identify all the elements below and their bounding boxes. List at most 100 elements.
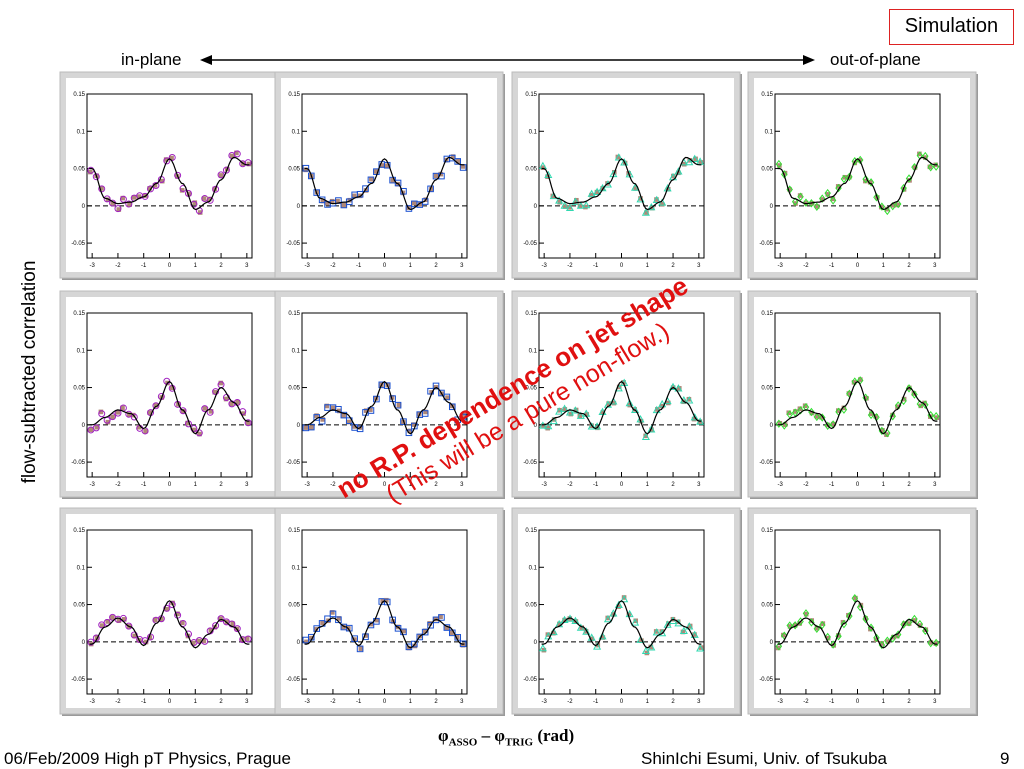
data-point [222,166,230,174]
data-point-secondary [417,201,423,207]
data-point-secondary [246,161,252,167]
data-point-secondary [105,419,111,425]
y-tick-label: 0 [82,204,86,210]
data-point-secondary [115,409,121,415]
data-point-secondary [460,164,466,169]
data-point-secondary [208,627,214,633]
data-point-secondary [836,408,841,413]
data-point-secondary [644,650,650,656]
data-point [829,196,837,205]
x-tick-label: 2 [219,263,223,269]
data-point-secondary [389,395,395,400]
data-point [658,628,667,637]
data-point-secondary [235,399,240,405]
data-point [394,625,402,632]
data-point-secondary [589,192,594,198]
data-point-secondary [803,611,809,617]
data-point [125,200,133,208]
x-tick-label: 0 [168,263,172,269]
data-point [641,208,650,216]
data-point [201,405,209,413]
data-point-secondary [180,620,185,625]
data-point [603,614,612,623]
x-tick-label: -1 [356,699,362,705]
data-point-secondary [136,424,142,430]
data-point [663,184,672,192]
x-tick-label: 3 [460,263,464,269]
y-tick-label: -0.05 [71,241,85,247]
data-point-secondary [541,423,546,428]
x-tick-label: -3 [541,263,547,269]
data-point [582,200,591,209]
data-point [862,614,869,624]
y-tick-label: 0.05 [761,386,773,392]
data-point-secondary [654,197,659,202]
data-point-secondary [775,645,781,651]
x-tick-label: 1 [409,699,413,705]
data-point [867,178,875,187]
y-tick-label: 0.15 [761,528,773,534]
data-point-secondary [809,410,815,416]
data-point-secondary [314,189,320,195]
data-point-secondary [94,424,100,430]
data-point-secondary [545,425,551,431]
fit-curve [89,156,250,211]
y-tick-label: 0 [297,204,301,210]
data-point-secondary [802,403,808,409]
data-point-secondary [368,176,374,182]
data-point [92,424,100,432]
data-point-secondary [863,178,868,184]
y-tick-label: 0.15 [525,311,537,317]
data-point-secondary [687,623,693,629]
panel-canvas [66,78,282,272]
data-point [389,616,396,624]
data-point [421,410,429,417]
y-tick-label: 0.15 [73,92,85,98]
data-point-secondary [562,204,568,209]
data-point-secondary [175,611,180,617]
data-point-secondary [567,205,572,210]
data-point [98,410,106,418]
x-tick-label: 2 [671,263,675,269]
data-point [163,604,171,612]
data-point-secondary [461,412,467,418]
x-tick-label: -1 [593,699,599,705]
data-point-secondary [653,629,659,634]
data-point-secondary [341,624,346,630]
data-point-secondary [557,407,562,413]
y-tick-label: 0.15 [525,528,537,534]
data-point-secondary [423,628,428,634]
x-tick-label: 0 [856,482,860,488]
data-point-secondary [551,630,556,636]
y-tick-label: 0 [82,640,86,646]
data-point-secondary [649,205,655,211]
data-point [212,185,220,193]
data-point-secondary [116,207,122,212]
data-point-secondary [851,380,857,385]
data-point [813,202,821,212]
data-point [217,615,225,623]
y-tick-label: 0.1 [529,348,538,354]
data-point [400,628,407,636]
y-tick-label: 0 [82,423,86,429]
x-axis-label: φASSO – φTRIG (rad) [438,726,575,749]
data-point-secondary [568,411,574,417]
y-tick-label: 0.15 [761,311,773,317]
x-tick-label: 1 [646,699,650,705]
data-point-secondary [665,186,671,192]
data-point [367,621,375,629]
y-tick-label: -0.05 [286,460,300,466]
data-point [421,628,429,636]
y-tick-label: -0.05 [523,677,537,683]
data-point-secondary [825,635,831,641]
data-point [900,183,907,193]
x-tick-label: 2 [434,263,438,269]
data-point-secondary [169,155,174,161]
data-point-secondary [223,396,229,402]
x-tick-label: -1 [356,263,362,269]
data-point-secondary [234,150,239,156]
data-point [775,642,783,651]
data-point-secondary [600,410,606,415]
data-point-secondary [230,621,236,627]
data-point [565,203,575,212]
